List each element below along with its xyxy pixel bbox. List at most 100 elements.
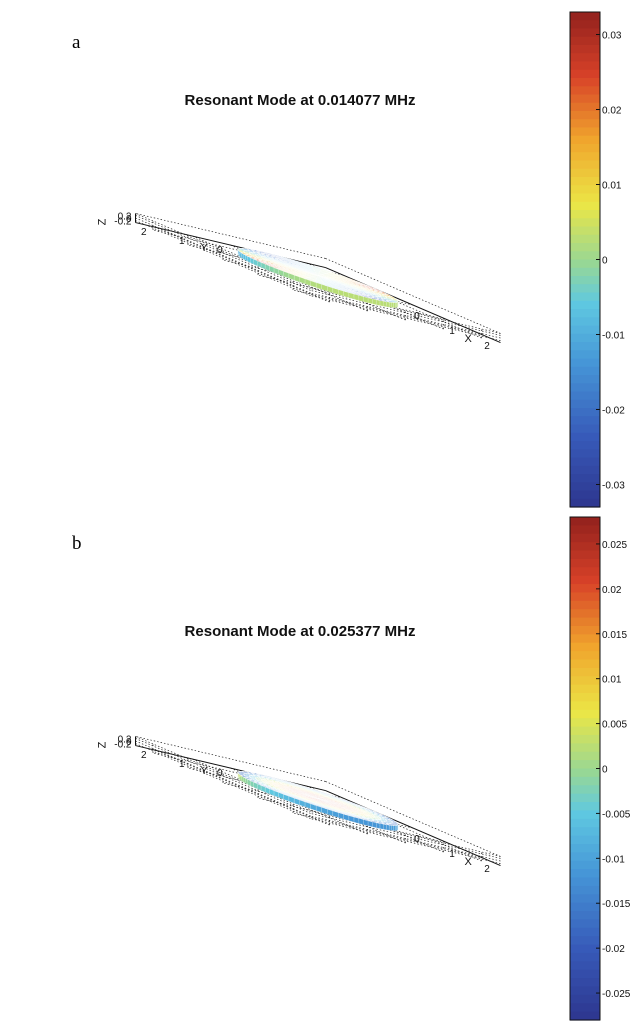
colorbar-band [570,877,600,887]
colorbar-band [570,408,600,417]
colorbar-tick-label: 0.01 [602,675,622,686]
colorbar-band [570,168,600,178]
colorbar-band [570,300,600,310]
disk-side-facet [393,825,396,831]
colorbar-tick-label: -0.025 [602,989,631,1000]
colorbar-band [570,726,600,736]
x-tick-label: 2 [484,864,490,875]
grid-line [135,740,311,817]
colorbar-band [570,693,600,703]
disk-top-facet [368,296,380,301]
colorbar-band [570,751,600,761]
grid-line [310,815,501,862]
colorbar-tick-label: 0.02 [602,585,622,596]
colorbar-band [570,701,600,711]
colorbar-band [570,919,600,929]
disk-side-facet [391,302,394,308]
colorbar-band [570,827,600,837]
colorbar-band [570,550,600,560]
colorbar-band [570,776,600,786]
colorbar-band [570,969,600,979]
grid-line [257,797,449,844]
colorbar-band [570,432,600,442]
colorbar-band [570,20,600,30]
colorbar-tick-label: 0.005 [602,720,627,731]
colorbar-band [570,944,600,954]
grid-line [135,213,311,289]
colorbar-band [570,474,600,483]
colorbar-band [570,498,600,508]
z-tick-label: 0 [126,214,132,225]
colorbar-band [570,449,600,459]
disk-side-facet [386,301,390,308]
grid-line [310,813,501,859]
colorbar-band [570,193,600,203]
colorbar-band [570,102,600,112]
disk-side-facet [383,823,387,831]
colorbar-band [570,676,600,686]
colorbar-band [570,617,600,627]
y-tick-label: 2 [141,750,147,761]
x-tick-label: 0 [414,311,420,322]
panel-label: b [72,533,82,554]
y-tick-label: 1 [179,759,185,770]
disk-side-facet [393,302,396,308]
colorbar-band [570,785,600,795]
disk-side-facet [383,300,387,308]
colorbar-band [570,927,600,937]
colorbar-band [570,234,600,244]
colorbar-band [570,936,600,946]
y-tick-label: 0 [217,768,223,779]
colorbar-band [570,852,600,862]
colorbar-band [570,135,600,145]
colorbar-band [570,835,600,845]
colorbar-band [570,152,600,162]
colorbar-band [570,226,600,236]
colorbar-band [570,911,600,920]
grid-line [154,749,330,826]
disk-side-facet [391,825,394,831]
colorbar-band [570,78,600,87]
colorbar-band [570,818,600,828]
plot-3d: -2-1012-2-10120.20-0.2XYZ0.030.020.010-0… [97,11,625,508]
colorbar-band [570,333,600,343]
grid-line [154,226,330,303]
grid-line [292,812,484,859]
grid-line [310,811,501,857]
grid-line [135,738,311,814]
colorbar-band [570,517,600,526]
colorbar-tick-label: -0.01 [602,331,625,342]
colorbar-band [570,634,600,644]
colorbar-band [570,718,600,728]
colorbar-band [570,53,600,63]
colorbar-band [570,802,600,812]
colorbar-band [570,994,600,1004]
colorbar-band [570,1003,600,1013]
colorbar-band [570,160,600,170]
z-axis-label: Z [97,741,109,748]
colorbar-band [570,284,600,294]
x-tick-label: 1 [449,326,455,337]
colorbar-band [570,768,600,778]
colorbar-band [570,457,600,467]
colorbar-band [570,119,600,129]
chart-panel-a: a Resonant Mode at 0.014077 MHz -2-1012-… [0,0,638,510]
colorbar-band [570,793,600,803]
colorbar-band [570,885,600,895]
colorbar-band [570,358,600,368]
colorbar-tick-label: -0.005 [602,809,631,820]
disk-side-facet [388,824,392,831]
grid-line [310,292,501,339]
colorbar-band [570,94,600,104]
colorbar-band [570,600,600,610]
colorbar-band [570,869,600,879]
colorbar-band [570,243,600,252]
colorbar-band [570,210,600,219]
colorbar-tick-label: 0.03 [602,31,622,42]
chart-title: Resonant Mode at 0.025377 MHz [184,623,416,640]
colorbar-band [570,350,600,360]
colorbar-band [570,490,600,500]
colorbar-band [570,383,600,393]
colorbar-band [570,533,600,543]
colorbar-band [570,1011,600,1021]
